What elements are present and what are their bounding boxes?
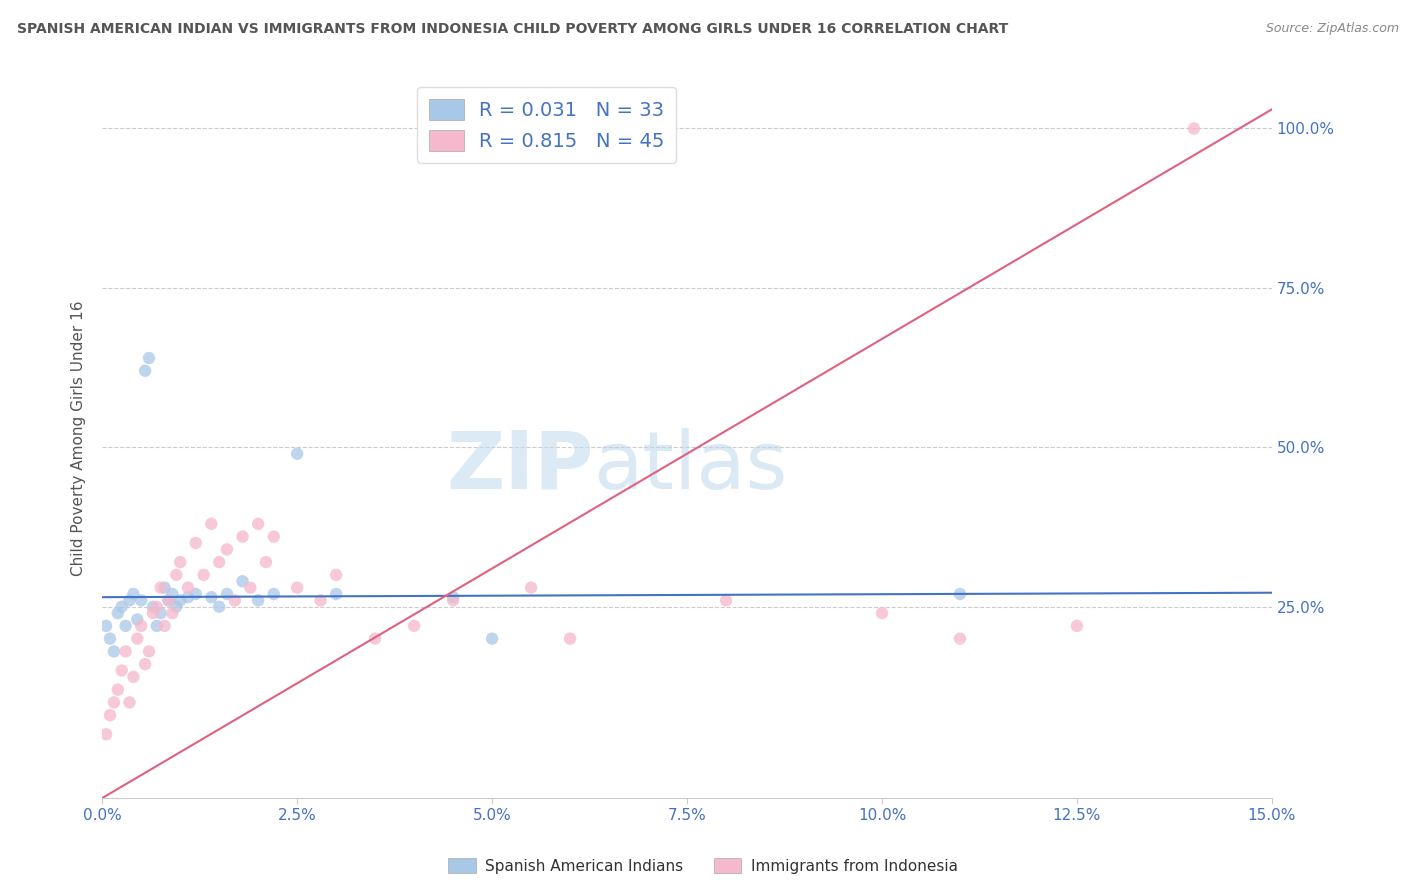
Point: [162, 606, 184, 620]
Point: [177, 581, 200, 595]
Point: [263, 587, 285, 601]
Point: [441, 590, 464, 604]
Point: [165, 599, 187, 614]
Point: [558, 632, 581, 646]
Point: [138, 644, 160, 658]
Point: [146, 619, 169, 633]
Point: [870, 606, 893, 620]
Legend: Spanish American Indians, Immigrants from Indonesia: Spanish American Indians, Immigrants fro…: [443, 852, 963, 880]
Point: [157, 593, 180, 607]
Point: [247, 593, 270, 607]
Point: [165, 567, 187, 582]
Point: [200, 590, 222, 604]
Point: [481, 632, 503, 646]
Point: [177, 590, 200, 604]
Point: [118, 593, 141, 607]
Point: [949, 587, 972, 601]
Point: [200, 516, 222, 531]
Point: [215, 542, 238, 557]
Point: [215, 587, 238, 601]
Text: SPANISH AMERICAN INDIAN VS IMMIGRANTS FROM INDONESIA CHILD POVERTY AMONG GIRLS U: SPANISH AMERICAN INDIAN VS IMMIGRANTS FR…: [17, 22, 1008, 37]
Text: Source: ZipAtlas.com: Source: ZipAtlas.com: [1265, 22, 1399, 36]
Point: [94, 727, 117, 741]
Point: [129, 619, 152, 633]
Point: [122, 670, 145, 684]
Point: [146, 599, 169, 614]
Point: [114, 644, 136, 658]
Point: [1182, 121, 1205, 136]
Point: [134, 364, 156, 378]
Point: [309, 593, 332, 607]
Point: [129, 593, 152, 607]
Point: [364, 632, 387, 646]
Point: [224, 593, 246, 607]
Point: [184, 536, 207, 550]
Point: [153, 619, 176, 633]
Point: [232, 574, 254, 589]
Legend: R = 0.031   N = 33, R = 0.815   N = 45: R = 0.031 N = 33, R = 0.815 N = 45: [418, 87, 676, 162]
Point: [103, 695, 125, 709]
Point: [239, 581, 262, 595]
Point: [118, 695, 141, 709]
Point: [232, 530, 254, 544]
Point: [111, 664, 134, 678]
Point: [247, 516, 270, 531]
Point: [263, 530, 285, 544]
Point: [153, 581, 176, 595]
Point: [285, 447, 308, 461]
Point: [325, 567, 347, 582]
Point: [193, 567, 215, 582]
Point: [520, 581, 543, 595]
Point: [98, 708, 121, 723]
Y-axis label: Child Poverty Among Girls Under 16: Child Poverty Among Girls Under 16: [72, 300, 86, 575]
Point: [325, 587, 347, 601]
Point: [949, 632, 972, 646]
Point: [127, 632, 149, 646]
Point: [142, 606, 165, 620]
Point: [111, 599, 134, 614]
Point: [184, 587, 207, 601]
Point: [122, 587, 145, 601]
Point: [142, 599, 165, 614]
Point: [149, 581, 172, 595]
Text: ZIP: ZIP: [446, 427, 593, 506]
Point: [441, 593, 464, 607]
Point: [404, 619, 426, 633]
Point: [169, 593, 191, 607]
Point: [103, 644, 125, 658]
Point: [107, 682, 129, 697]
Point: [1066, 619, 1088, 633]
Point: [208, 599, 231, 614]
Point: [94, 619, 117, 633]
Point: [714, 593, 737, 607]
Point: [138, 351, 160, 365]
Point: [254, 555, 277, 569]
Point: [107, 606, 129, 620]
Point: [134, 657, 156, 672]
Point: [162, 587, 184, 601]
Text: atlas: atlas: [593, 427, 787, 506]
Point: [149, 606, 172, 620]
Point: [98, 632, 121, 646]
Point: [127, 613, 149, 627]
Point: [157, 593, 180, 607]
Point: [169, 555, 191, 569]
Point: [285, 581, 308, 595]
Point: [208, 555, 231, 569]
Point: [114, 619, 136, 633]
